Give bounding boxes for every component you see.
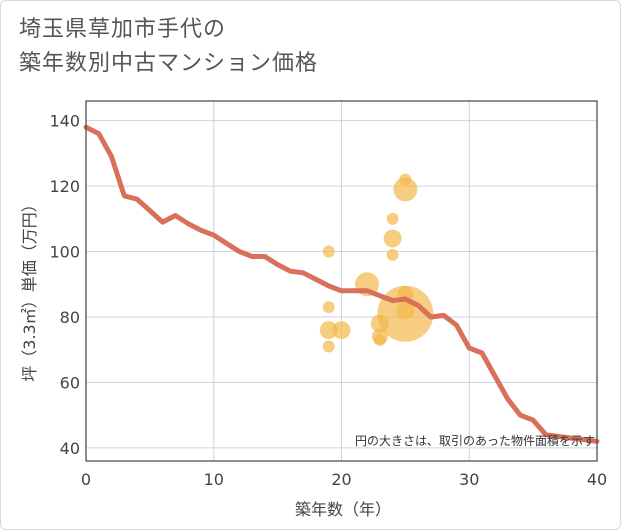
x-axis-label: 築年数（年） bbox=[295, 500, 391, 519]
transaction-bubble bbox=[370, 314, 389, 333]
transaction-bubble bbox=[399, 173, 412, 186]
x-tick-label: 10 bbox=[204, 470, 224, 489]
tick-labels: 0 10 20 30 40 40 60 80 100 120 140 bbox=[49, 112, 607, 489]
transaction-bubble bbox=[386, 212, 399, 225]
chart-title-line-1: 埼玉県草加市手代の bbox=[19, 17, 227, 42]
y-tick-label: 120 bbox=[49, 177, 80, 196]
transaction-bubble bbox=[319, 321, 338, 340]
x-tick-label: 30 bbox=[459, 470, 479, 489]
chart-title-line-2: 築年数別中古マンション価格 bbox=[19, 51, 319, 76]
transaction-bubble bbox=[383, 229, 402, 248]
transaction-bubble bbox=[393, 177, 418, 202]
plot-frame bbox=[85, 100, 598, 462]
transaction-bubble bbox=[332, 321, 351, 340]
transaction-bubble bbox=[386, 248, 399, 261]
chart-title: 埼玉県草加市手代の 築年数別中古マンション価格 bbox=[19, 13, 318, 81]
transaction-bubble bbox=[322, 245, 335, 258]
x-tick-label: 0 bbox=[81, 470, 91, 489]
y-tick-label: 80 bbox=[60, 308, 80, 327]
y-tick-label: 100 bbox=[49, 243, 80, 262]
x-tick-label: 40 bbox=[587, 470, 607, 489]
transaction-bubbles bbox=[319, 173, 434, 353]
y-tick-label: 60 bbox=[60, 373, 80, 392]
y-tick-label: 140 bbox=[49, 112, 80, 131]
y-axis-label: 坪（3.3㎡）単価（万円） bbox=[20, 196, 39, 381]
transaction-bubble bbox=[396, 301, 415, 320]
transaction-bubble bbox=[322, 340, 335, 353]
price-trend-line bbox=[83, 124, 600, 444]
y-tick-label: 40 bbox=[60, 439, 80, 458]
bubble-size-note: 円の大きさは、取引のあった物件面積を示す bbox=[355, 433, 595, 448]
transaction-bubble bbox=[322, 301, 335, 314]
grid bbox=[85, 101, 598, 461]
x-tick-label: 20 bbox=[331, 470, 351, 489]
plot-border bbox=[85, 100, 598, 462]
transaction-bubble bbox=[373, 333, 386, 346]
trend-line-layer bbox=[83, 124, 600, 444]
